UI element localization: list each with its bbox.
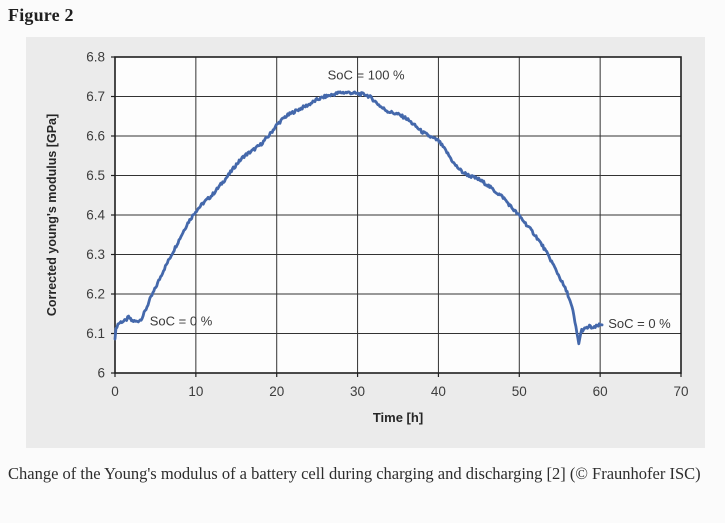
soc-annotation: SoC = 100 %: [328, 68, 405, 83]
y-tick-label: 6: [97, 366, 105, 381]
soc-annotation: SoC = 0 %: [608, 316, 671, 331]
y-tick-label: 6.7: [86, 89, 105, 104]
y-tick-label: 6.6: [86, 129, 105, 144]
soc-annotation: SoC = 0 %: [150, 313, 213, 328]
x-tick-label: 30: [350, 384, 365, 399]
x-tick-label: 40: [431, 384, 446, 399]
y-axis-title: Corrected young's modulus [GPa]: [45, 114, 59, 316]
chart-panel: 0 10 20 30 40 50 60 70 6.8 6.7 6.6 6.5 6.4 6.3 6.2 6.1 6…: [26, 37, 705, 448]
x-axis-title: Time [h]: [373, 410, 423, 425]
modulus-curve: [113, 90, 604, 346]
figure-title: Figure 2: [8, 5, 74, 25]
chart-canvas: 0 10 20 30 40 50 60 70 6.8 6.7 6.6 6.5 6.4 6.3 6.2 6.1 6…: [45, 50, 689, 426]
figure-caption: Change of the Young's modulus of a batte…: [8, 464, 701, 483]
x-tick-label: 70: [673, 384, 688, 399]
y-tick-label: 6.5: [86, 168, 105, 183]
y-tick-label: 6.4: [86, 208, 105, 223]
y-tick-label: 6.3: [86, 247, 105, 262]
y-tick-label: 6.2: [86, 287, 105, 302]
y-tick-label: 6.8: [86, 50, 105, 65]
plot-border: [114, 56, 682, 374]
x-tick-label: 20: [269, 384, 284, 399]
x-tick-label: 10: [188, 384, 203, 399]
x-tick-label: 50: [512, 384, 527, 399]
x-tick-label: 0: [111, 384, 119, 399]
x-tick-label: 60: [593, 384, 608, 399]
y-tick-label: 6.1: [86, 326, 105, 341]
